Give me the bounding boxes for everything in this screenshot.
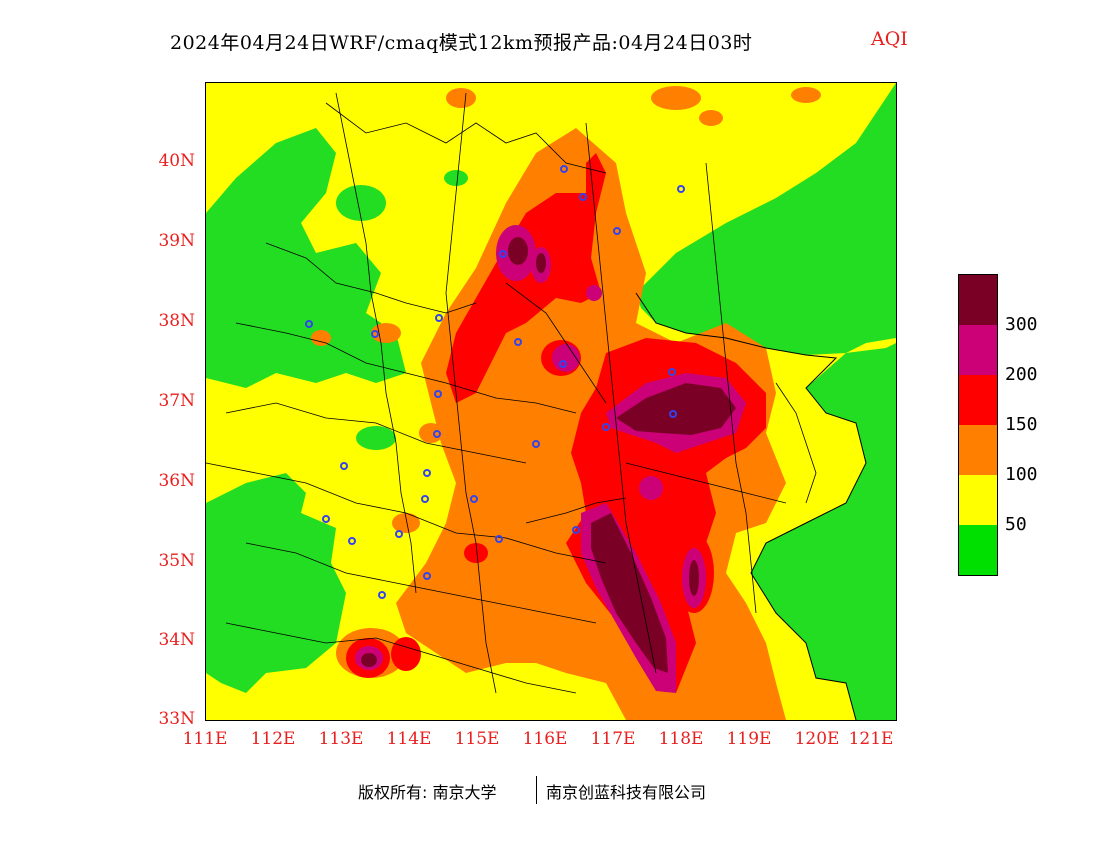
x-tick-label: 116E <box>522 729 568 749</box>
legend-label: 50 <box>1005 514 1027 535</box>
legend-swatch-50 <box>959 475 997 525</box>
copyright-footer: 版权所有: 南京大学 南京创蓝科技有限公司 <box>0 776 1100 809</box>
legend-swatch-0 <box>959 525 997 575</box>
legend-swatch-150 <box>959 375 997 425</box>
legend-label: 200 <box>1005 364 1038 385</box>
legend-label: 100 <box>1005 464 1038 485</box>
y-tick-label: 35N <box>158 551 195 571</box>
x-tick-label: 118E <box>658 729 704 749</box>
legend-swatch-100 <box>959 425 997 475</box>
aqi-map <box>205 82 897 721</box>
title-variable: AQI <box>871 28 908 50</box>
site-markers <box>305 165 685 599</box>
x-tick-label: 111E <box>182 729 228 749</box>
y-tick-label: 40N <box>158 151 195 171</box>
legend-swatch-200 <box>959 325 997 375</box>
copyright-company: 南京创蓝科技有限公司 <box>546 783 707 802</box>
dark-regions <box>361 237 736 673</box>
title-text: 2024年04月24日WRF/cmaq模式12km预报产品:04月24日03时 <box>170 32 753 54</box>
x-tick-label: 117E <box>590 729 636 749</box>
x-tick-label: 121E <box>848 729 894 749</box>
admin-boundaries <box>206 92 817 694</box>
y-tick-label: 39N <box>158 231 195 251</box>
legend-label: 150 <box>1005 414 1038 435</box>
y-tick-label: 36N <box>158 471 195 491</box>
y-tick-label: 34N <box>158 630 195 650</box>
copyright-owner: 版权所有: 南京大学 <box>358 783 497 802</box>
x-tick-label: 115E <box>454 729 500 749</box>
x-tick-label: 119E <box>726 729 772 749</box>
x-tick-label: 112E <box>250 729 296 749</box>
legend-swatch-300plus <box>959 275 997 325</box>
legend-label: 300 <box>1005 314 1038 335</box>
x-tick-label: 114E <box>386 729 432 749</box>
y-tick-label: 37N <box>158 391 195 411</box>
map-title: 2024年04月24日WRF/cmaq模式12km预报产品:04月24日03时 … <box>0 28 1100 58</box>
coastline <box>635 292 867 720</box>
y-tick-label: 33N <box>158 709 195 729</box>
aqi-color-legend <box>958 274 998 576</box>
x-tick-label: 113E <box>318 729 364 749</box>
x-tick-label: 120E <box>794 729 840 749</box>
footer-divider <box>536 776 537 804</box>
y-tick-label: 38N <box>158 311 195 331</box>
